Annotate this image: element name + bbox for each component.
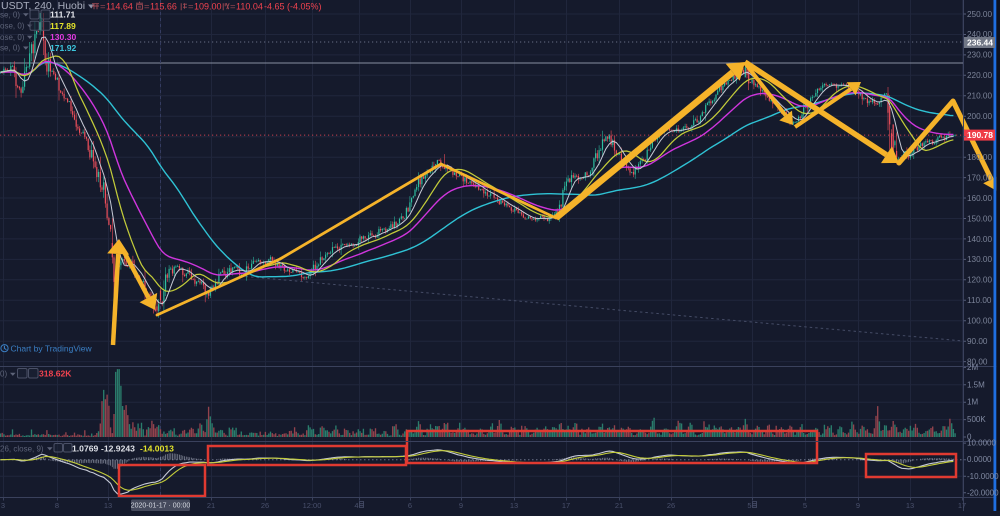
svg-text:5: 5 [747,501,751,510]
svg-text:318.62K: 318.62K [39,369,72,379]
svg-text:0.0000: 0.0000 [967,455,992,464]
svg-text:240.00: 240.00 [967,30,992,39]
svg-text:=: = [144,2,150,13]
svg-text:140.00: 140.00 [967,235,992,244]
svg-text:120.00: 120.00 [967,276,992,285]
svg-text:USDT, 240, Huobi: USDT, 240, Huobi [1,0,85,12]
svg-text:21: 21 [615,501,623,510]
svg-text:130.00: 130.00 [967,255,992,264]
svg-text:160.00: 160.00 [967,194,992,203]
svg-text:80.00: 80.00 [967,357,988,366]
svg-text:21: 21 [207,501,215,510]
svg-text:13: 13 [906,501,914,510]
svg-text:9: 9 [856,501,860,510]
svg-text:-14.0013: -14.0013 [140,444,174,454]
svg-text:190.78: 190.78 [967,130,993,140]
svg-text:180.00: 180.00 [967,153,992,162]
svg-text:111.71: 111.71 [50,10,76,20]
svg-text:13: 13 [510,501,518,510]
svg-text:1.0769: 1.0769 [72,444,99,454]
svg-text:100.00: 100.00 [967,317,992,326]
svg-text:170.00: 170.00 [967,173,992,182]
svg-text:171.92: 171.92 [50,43,77,53]
svg-text:se, 0): se, 0) [0,44,20,53]
svg-text:500K: 500K [967,415,986,424]
svg-text:2M: 2M [967,363,978,372]
svg-text:se, 0): se, 0) [0,10,20,19]
svg-text:210.00: 210.00 [967,92,992,101]
svg-text:114.64: 114.64 [106,2,133,12]
svg-text:130.30: 130.30 [50,32,77,42]
svg-text:26: 26 [261,501,269,510]
svg-text:0: 0 [967,433,972,442]
svg-text:9: 9 [459,501,463,510]
svg-text:=: = [230,2,236,13]
svg-text:115.66: 115.66 [150,2,177,12]
svg-text:26: 26 [667,501,675,510]
svg-text:17: 17 [958,501,966,510]
svg-text:ose, 0): ose, 0) [0,22,25,31]
svg-text:236.44: 236.44 [967,37,993,47]
svg-text:=: = [100,2,106,13]
svg-text:0): 0) [0,370,7,379]
svg-text:250.00: 250.00 [967,10,992,19]
svg-text:=: = [188,2,194,13]
svg-text:117.89: 117.89 [50,21,76,31]
svg-text:220.00: 220.00 [967,71,992,80]
svg-text:-4.65 (-4.05%): -4.65 (-4.05%) [264,2,322,12]
svg-text:-20.0000: -20.0000 [967,488,999,497]
svg-text:110.00: 110.00 [967,296,992,305]
svg-text:110.04: 110.04 [236,2,263,12]
svg-text:1M: 1M [967,398,978,407]
svg-text:26, close, 9): 26, close, 9) [0,445,44,454]
svg-text:6: 6 [408,501,412,510]
svg-text:ose, 0): ose, 0) [0,33,25,42]
svg-text:4: 4 [354,501,358,510]
svg-text:-10.0000: -10.0000 [967,472,999,481]
svg-text:-12.9243: -12.9243 [101,444,135,454]
svg-text:150.00: 150.00 [967,214,992,223]
svg-text:230.00: 230.00 [967,51,992,60]
svg-text:1.5M: 1.5M [967,380,985,389]
svg-text:200.00: 200.00 [967,112,992,121]
svg-text:12:00: 12:00 [303,501,322,510]
svg-text:17: 17 [562,501,570,510]
svg-text:8: 8 [55,501,59,510]
svg-text:13: 13 [104,501,112,510]
svg-text:10.0000: 10.0000 [967,439,996,448]
svg-text:109.00: 109.00 [194,2,222,12]
svg-text:5: 5 [803,501,807,510]
svg-text:2020-01-17 · 00:00: 2020-01-17 · 00:00 [131,503,191,510]
svg-text:3: 3 [1,501,5,510]
svg-text:90.00: 90.00 [967,337,988,346]
svg-text:Chart by TradingView: Chart by TradingView [11,344,93,354]
